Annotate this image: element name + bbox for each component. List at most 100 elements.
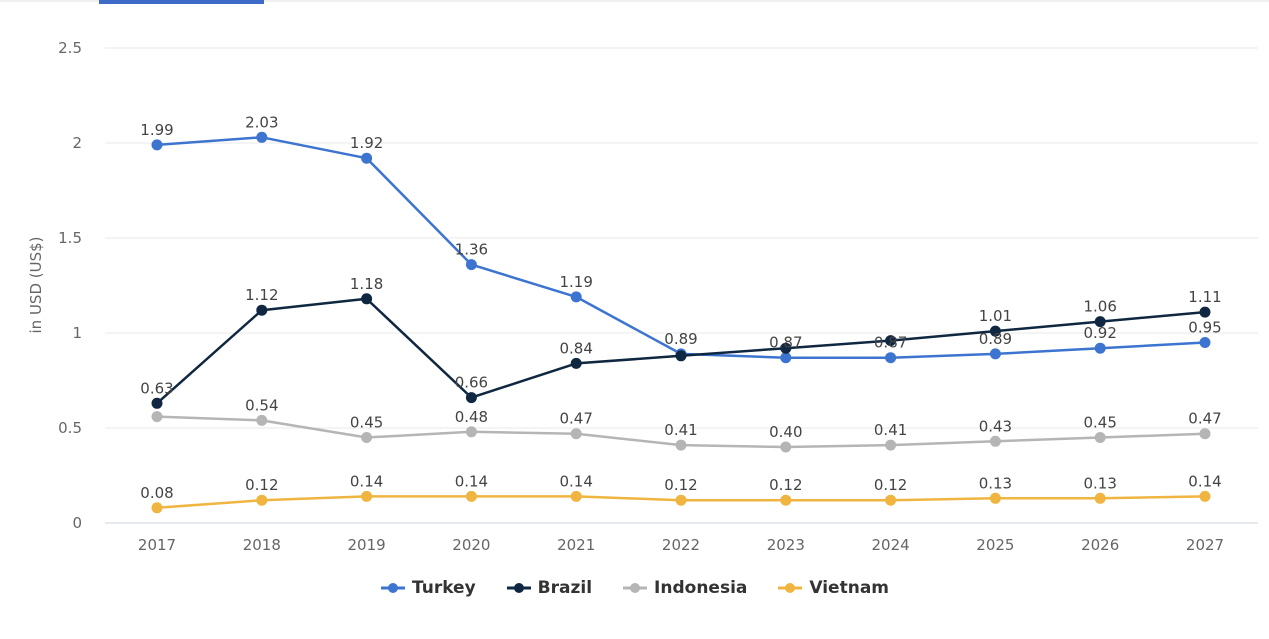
data-point[interactable] — [1094, 316, 1106, 328]
y-tick-label: 2 — [72, 134, 82, 152]
data-label: 0.45 — [1083, 414, 1116, 432]
y-tick-label: 2.5 — [58, 39, 82, 57]
data-point[interactable] — [1199, 337, 1211, 348]
data-point[interactable] — [989, 348, 1001, 360]
data-point[interactable] — [465, 259, 477, 271]
data-point[interactable] — [361, 490, 373, 502]
data-labels: 1.99 2.03 1.92 1.36 1.19 0.89 0.87 0.87 0.89 0.92… — [140, 113, 1221, 502]
data-point[interactable] — [885, 439, 897, 451]
legend-item-vietnam[interactable]: Vietnam — [777, 578, 889, 598]
data-label: 1.01 — [979, 307, 1012, 325]
x-tick-label: 2024 — [872, 536, 910, 554]
data-point[interactable] — [570, 291, 582, 303]
data-label: 0.63 — [140, 379, 173, 397]
legend-marker-icon — [778, 583, 803, 593]
data-label: 0.14 — [559, 472, 592, 490]
data-point[interactable] — [1094, 492, 1106, 504]
data-label: 0.08 — [140, 484, 173, 502]
data-point[interactable] — [361, 432, 373, 443]
data-label: 0.14 — [350, 472, 383, 490]
x-tick-label: 2018 — [243, 536, 281, 554]
data-label: 0.89 — [664, 330, 697, 348]
series-indonesia — [151, 411, 1211, 453]
data-label: 1.06 — [1083, 298, 1116, 316]
legend-label: Indonesia — [654, 578, 748, 598]
data-point[interactable] — [989, 325, 1001, 337]
data-point[interactable] — [780, 494, 792, 506]
data-point[interactable] — [1094, 432, 1106, 443]
data-point[interactable] — [465, 426, 477, 438]
data-label: 1.19 — [559, 273, 592, 291]
x-tick-label: 2026 — [1081, 536, 1119, 554]
data-label: 1.12 — [245, 286, 278, 304]
y-tick-label: 0.5 — [58, 419, 82, 437]
data-point[interactable] — [256, 494, 268, 506]
y-tick-label: 1.5 — [58, 229, 82, 247]
data-point[interactable] — [151, 397, 163, 409]
data-point[interactable] — [570, 357, 582, 369]
data-point[interactable] — [885, 335, 897, 347]
data-point[interactable] — [1199, 306, 1211, 318]
legend-marker-icon — [380, 583, 405, 593]
legend-marker-icon — [506, 583, 531, 593]
data-label: 1.36 — [455, 241, 488, 259]
data-point[interactable] — [151, 411, 163, 423]
data-point[interactable] — [465, 392, 477, 404]
data-label: 0.12 — [874, 476, 907, 494]
data-point[interactable] — [780, 352, 792, 364]
data-point[interactable] — [885, 494, 897, 506]
data-point[interactable] — [361, 152, 373, 164]
series-turkey — [151, 131, 1211, 364]
data-label: 0.87 — [769, 334, 802, 352]
legend-item-turkey[interactable]: Turkey — [380, 578, 476, 598]
data-label: 0.45 — [350, 414, 383, 432]
data-label: 0.95 — [1188, 319, 1221, 337]
data-label: 0.13 — [1083, 474, 1116, 492]
data-label: 0.66 — [455, 374, 488, 392]
data-point[interactable] — [465, 490, 477, 502]
data-point[interactable] — [570, 428, 582, 440]
data-label: 0.12 — [769, 476, 802, 494]
data-label: 2.03 — [245, 113, 278, 131]
data-label: 0.14 — [1188, 472, 1221, 490]
data-point[interactable] — [570, 490, 582, 502]
data-point[interactable] — [675, 350, 687, 362]
data-point[interactable] — [780, 342, 792, 354]
data-point[interactable] — [1094, 342, 1106, 354]
data-label: 0.89 — [979, 330, 1012, 348]
data-label: 0.13 — [979, 474, 1012, 492]
data-label: 0.92 — [1083, 324, 1116, 342]
data-point[interactable] — [1199, 428, 1211, 440]
data-point[interactable] — [885, 352, 897, 364]
active-tab-indicator[interactable] — [99, 0, 264, 4]
data-point[interactable] — [989, 435, 1001, 447]
legend: Turkey Brazil Indonesia Vietnam — [0, 578, 1269, 598]
x-tick-label: 2022 — [662, 536, 700, 554]
data-point[interactable] — [989, 492, 1001, 504]
data-point[interactable] — [1199, 490, 1211, 502]
data-label: 0.87 — [874, 334, 907, 352]
series-brazil — [151, 293, 1211, 409]
data-point[interactable] — [675, 494, 687, 506]
x-tick-label: 2021 — [557, 536, 595, 554]
x-tick-label: 2020 — [452, 536, 490, 554]
data-label: 1.18 — [350, 275, 383, 293]
legend-label: Turkey — [411, 578, 476, 598]
data-point[interactable] — [151, 502, 163, 514]
data-point[interactable] — [151, 139, 163, 151]
data-point[interactable] — [256, 414, 268, 426]
top-divider — [0, 0, 1269, 2]
data-point[interactable] — [256, 131, 268, 143]
data-label: 0.43 — [979, 417, 1012, 435]
data-point[interactable] — [780, 441, 792, 453]
legend-label: Brazil — [537, 578, 593, 598]
legend-item-brazil[interactable]: Brazil — [506, 578, 592, 598]
data-label: 0.14 — [455, 472, 488, 490]
data-label: 0.12 — [245, 476, 278, 494]
data-point[interactable] — [256, 304, 268, 316]
data-label: 1.11 — [1188, 288, 1221, 306]
series-group — [151, 131, 1211, 514]
data-point[interactable] — [675, 439, 687, 451]
data-point[interactable] — [361, 293, 373, 305]
legend-item-indonesia[interactable]: Indonesia — [622, 578, 747, 598]
